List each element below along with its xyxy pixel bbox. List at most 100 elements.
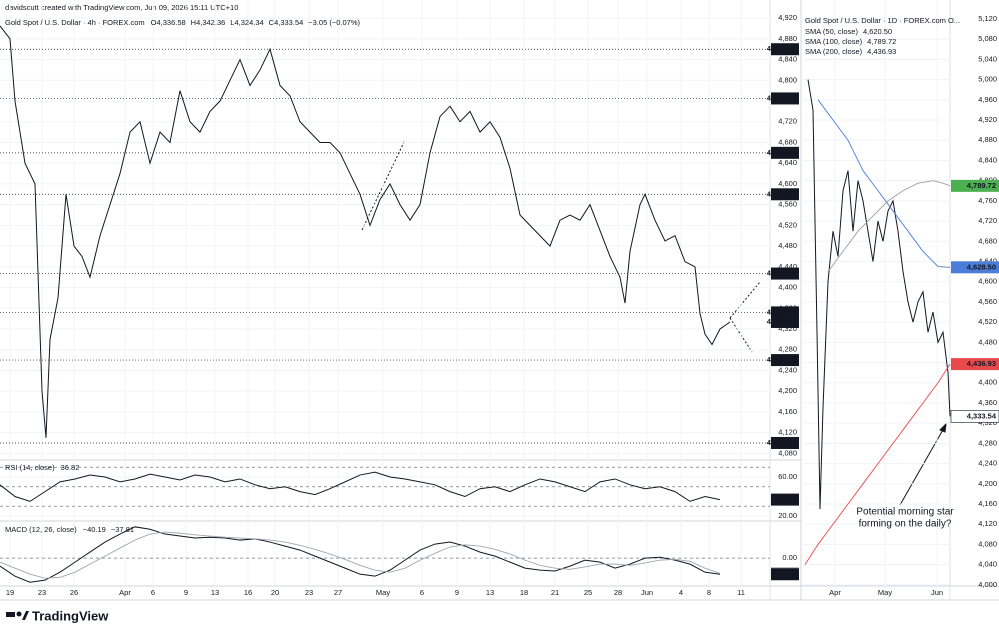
price-badge-label: 4,628.50 <box>967 262 996 271</box>
annotation: forming on the daily? <box>859 519 952 530</box>
pane-title: Gold Spot / U.S. Dollar · 1D · FOREX.com… <box>805 16 960 25</box>
brand: TradingView <box>32 608 109 623</box>
y-tick-label: 4,480 <box>778 241 797 250</box>
creator: davidscutt created with TradingView.com,… <box>5 3 238 12</box>
y-tick-label: 4,600 <box>978 277 997 286</box>
y-tick-label: 4,880 <box>778 34 797 43</box>
price-badge <box>771 306 799 319</box>
x-tick-label: May <box>376 588 390 597</box>
price-badge <box>951 358 999 371</box>
price-badge-label: 4,660.00 <box>767 148 796 157</box>
price-badge <box>771 568 799 581</box>
y-tick-label: 4,560 <box>978 297 997 306</box>
price-badge-label: 4,580.00 <box>767 189 796 198</box>
price-badge <box>771 146 799 159</box>
x-tick-label: 26 <box>70 588 78 597</box>
y-tick-label: 4,200 <box>778 386 797 395</box>
y-tick-label: 4,160 <box>778 407 797 416</box>
price-badge <box>771 315 799 328</box>
price-badge-label: 4,333.54 <box>967 411 997 420</box>
y-tick-label: 4,720 <box>778 117 797 126</box>
y-tick-label: 4,960 <box>978 95 997 104</box>
readout: H4,342.36 <box>191 18 226 27</box>
price-badge <box>771 43 799 56</box>
y-tick-label: 4,720 <box>978 216 997 225</box>
x-tick-label: 16 <box>244 588 252 597</box>
price-badge <box>771 92 799 105</box>
y-tick-label: 4,280 <box>778 345 797 354</box>
x-tick-label: Apr <box>119 588 131 597</box>
series-line <box>0 526 721 583</box>
y-tick-label: 4,840 <box>978 155 997 164</box>
price-badge-label: 4,427.00 <box>767 269 796 278</box>
x-tick-label: 8 <box>707 588 711 597</box>
x-tick-label: Jun <box>641 588 653 597</box>
y-tick-label: 4,560 <box>778 200 797 209</box>
y-tick-label: 4,160 <box>978 499 997 508</box>
y-tick-label: 4,200 <box>978 479 997 488</box>
y-tick-label: 4,440 <box>778 262 797 271</box>
price-badge-label: 36.82 <box>777 495 796 504</box>
readout: 36.82 <box>61 463 80 472</box>
y-tick-label: 20.00 <box>778 511 797 520</box>
y-tick-label: 4,760 <box>978 196 997 205</box>
price-badge-label: 4,100.00 <box>767 438 796 447</box>
series-line <box>0 531 721 579</box>
legend-value: 4,436.93 <box>867 47 896 56</box>
pane-title: RSI (14, close) <box>5 463 55 472</box>
x-tick-label: 19 <box>6 588 14 597</box>
x-tick-label: 13 <box>211 588 219 597</box>
y-tick-label: 4,920 <box>778 13 797 22</box>
y-tick-label: 4,640 <box>978 256 997 265</box>
y-tick-label: 5,040 <box>978 54 997 63</box>
series-line <box>0 471 721 502</box>
y-tick-label: 5,080 <box>978 34 997 43</box>
y-tick-label: 4,080 <box>778 448 797 457</box>
price-badge <box>951 179 999 192</box>
series-line <box>807 79 951 510</box>
y-tick-label: 4,480 <box>978 337 997 346</box>
series-line <box>0 25 731 438</box>
x-tick-label: 21 <box>551 588 559 597</box>
x-tick-label: 28 <box>614 588 622 597</box>
y-tick-label: 0.00 <box>782 553 797 562</box>
legend-name: SMA (200, close) <box>805 47 863 56</box>
y-tick-label: 4,040 <box>978 560 997 569</box>
y-tick-label: 4,320 <box>778 324 797 333</box>
legend-value: 4,789.72 <box>867 37 896 46</box>
price-badge <box>771 354 799 367</box>
x-tick-label: 23 <box>38 588 46 597</box>
y-tick-label: 5,120 <box>978 14 997 23</box>
x-tick-label: 27 <box>334 588 342 597</box>
y-tick-label: 4,640 <box>778 158 797 167</box>
readout: −37.81 <box>111 525 134 534</box>
pane-title: MACD (12, 26, close) <box>5 525 77 534</box>
price-badge-label: −40.19 <box>773 569 796 578</box>
legend-value: 4,620.50 <box>863 27 892 36</box>
legend-name: SMA (100, close) <box>805 37 863 46</box>
price-badge <box>950 410 999 423</box>
x-tick-label: 9 <box>455 588 459 597</box>
price-badge <box>771 267 799 280</box>
x-tick-label: 6 <box>151 588 155 597</box>
x-tick-label: May <box>878 588 892 597</box>
x-tick-label: 20 <box>271 588 279 597</box>
y-tick-label: 4,240 <box>778 365 797 374</box>
y-tick-label: 60.00 <box>778 472 797 481</box>
price-badge-label: 4,333.54 <box>767 317 797 326</box>
price-badge-label: 4,860.00 <box>767 44 796 53</box>
price-badge-label: 4,436.93 <box>967 359 996 368</box>
readout: C4,333.54 <box>269 18 304 27</box>
x-tick-label: 25 <box>584 588 592 597</box>
y-tick-label: 4,840 <box>778 55 797 64</box>
y-tick-label: 4,280 <box>978 438 997 447</box>
y-tick-label: 4,080 <box>978 539 997 548</box>
legend-name: SMA (50, close) <box>805 27 858 36</box>
price-badge-label: 4,352.00 <box>767 307 796 316</box>
readout: −3.05 (−0.07%) <box>308 18 360 27</box>
annotation: Potential morning star <box>856 507 954 518</box>
y-tick-label: 4,240 <box>978 459 997 468</box>
series-line <box>817 99 951 268</box>
price-badge <box>771 493 799 506</box>
